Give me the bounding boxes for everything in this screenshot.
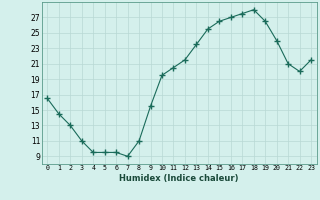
X-axis label: Humidex (Indice chaleur): Humidex (Indice chaleur): [119, 174, 239, 183]
